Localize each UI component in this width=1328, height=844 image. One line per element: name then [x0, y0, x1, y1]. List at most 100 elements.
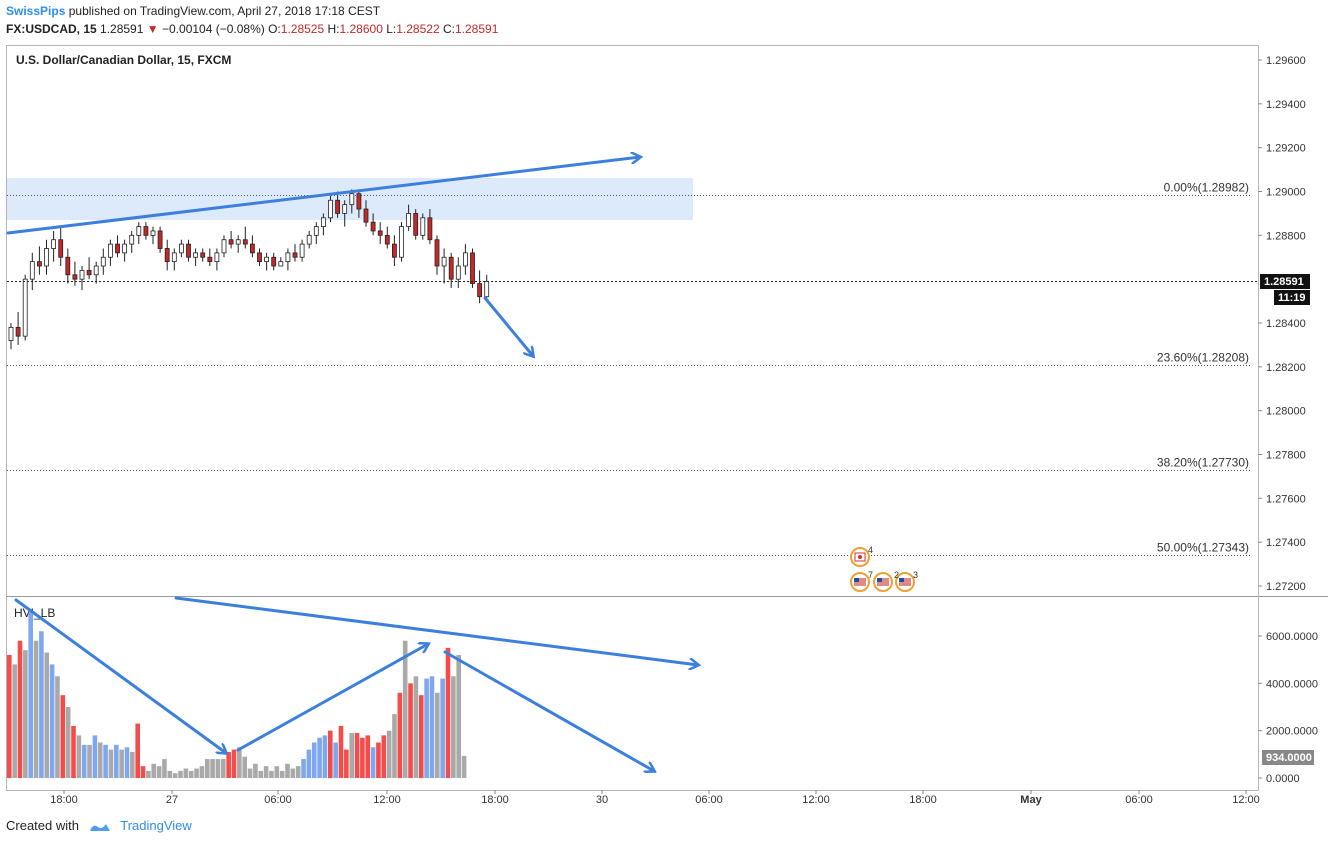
- volume-bar: [49, 664, 55, 778]
- candle: [8, 323, 14, 350]
- trendline-up-arrow[interactable]: [6, 157, 640, 235]
- volume-bar: [151, 763, 157, 778]
- candle: [349, 189, 355, 214]
- time-axis: 18:00 27 06:00 12:00 18:00 30 06:00 12:00 18:00 M…: [50, 790, 1260, 806]
- close-label: C:: [442, 22, 455, 36]
- candle-body: [484, 280, 490, 298]
- candle: [242, 226, 248, 249]
- volume-bar: [440, 678, 445, 778]
- volume-bar: [461, 755, 467, 778]
- volume-bar: [311, 742, 317, 778]
- candle-body: [214, 252, 220, 263]
- candle-body: [363, 208, 369, 223]
- volume-bar: [349, 733, 354, 778]
- candle: [29, 252, 35, 291]
- volume-bar: [429, 676, 435, 778]
- footer: Created with TradingView: [6, 818, 192, 833]
- volume-bar: [135, 723, 140, 778]
- author-link[interactable]: SwissPips: [6, 4, 66, 18]
- volume-bar: [247, 768, 253, 778]
- candle-body: [306, 234, 312, 245]
- candle-body: [207, 256, 213, 263]
- candle-body: [178, 243, 184, 254]
- time-tick-label: 12:00: [373, 794, 401, 806]
- volume-bar: [114, 744, 119, 778]
- candle: [150, 226, 156, 245]
- fib-level-label: 50.00%(1.27343): [1157, 541, 1249, 555]
- volume-drop-arrow[interactable]: [14, 598, 226, 753]
- candle: [441, 248, 447, 284]
- volume-bar: [333, 742, 338, 778]
- candle-body: [335, 199, 341, 214]
- volume-bar: [92, 735, 98, 778]
- candle: [86, 257, 92, 280]
- low-value: 1.28522: [396, 22, 440, 36]
- candle: [136, 222, 142, 245]
- candle-body: [22, 278, 28, 337]
- candle-body: [8, 326, 14, 341]
- volume-bar: [210, 759, 215, 778]
- candle-body: [129, 234, 135, 245]
- candle: [406, 204, 412, 231]
- candle-body: [221, 239, 227, 254]
- candle: [342, 200, 348, 227]
- volume-bar: [194, 768, 199, 778]
- candle-body: [420, 217, 426, 236]
- candle-body: [164, 248, 170, 263]
- economic-events[interactable]: 4 7 2 3: [850, 545, 918, 592]
- volume-bar: [435, 692, 440, 778]
- candle: [356, 191, 362, 218]
- candle-body: [462, 252, 468, 267]
- volume-bar: [188, 770, 194, 778]
- price-down-arrow[interactable]: [483, 296, 533, 356]
- time-tick-label: 27: [166, 794, 178, 806]
- volume-bar: [124, 747, 130, 778]
- candle-body: [157, 230, 163, 249]
- candle-body: [328, 199, 333, 219]
- volume-rise-arrow[interactable]: [236, 644, 428, 752]
- time-tick-label: 18:00: [481, 794, 509, 806]
- candle-body: [285, 252, 291, 263]
- time-tick-label: 30: [596, 794, 608, 806]
- volume-bar: [344, 749, 349, 778]
- candle-body: [72, 274, 78, 280]
- price-change: −0.00104 (−0.08%): [162, 22, 265, 36]
- volume-bar: [199, 766, 205, 778]
- volume-tick-label: 6000.0000: [1266, 631, 1318, 643]
- volume-bar: [360, 737, 365, 778]
- volume-bar: [301, 759, 306, 778]
- volume-bar: [167, 770, 173, 778]
- price-tick-label: 1.28400: [1266, 318, 1306, 330]
- volume-bar: [76, 735, 82, 778]
- symbol-name[interactable]: FX:USDCAD, 15: [6, 22, 97, 36]
- candle-body: [79, 269, 85, 280]
- candle: [249, 235, 255, 258]
- candle: [93, 261, 99, 284]
- volume-bar: [279, 770, 285, 778]
- candle-body: [313, 226, 319, 236]
- volume-fall-arrow[interactable]: [443, 650, 654, 771]
- volume-bar: [71, 725, 76, 778]
- volume-bar: [162, 759, 167, 778]
- annotation-arrows[interactable]: [6, 157, 698, 771]
- volume-bar: [172, 773, 178, 778]
- open-label: O:: [268, 22, 281, 36]
- time-tick-label: May: [1020, 794, 1042, 806]
- volume-decline-arrow[interactable]: [174, 596, 698, 665]
- candle-body: [257, 252, 262, 263]
- time-tick-label: 18:00: [50, 794, 78, 806]
- candle: [193, 248, 199, 267]
- event-count: 7: [868, 570, 873, 580]
- volume-bar: [156, 766, 162, 778]
- last-volume-tag: [1262, 750, 1314, 765]
- candle-body: [413, 213, 419, 236]
- tradingview-link[interactable]: TradingView: [120, 818, 192, 833]
- candle: [271, 252, 277, 271]
- candle-body: [470, 252, 475, 284]
- candle: [257, 248, 262, 267]
- volume-bar: [81, 744, 87, 778]
- us-flag-canton: [854, 578, 859, 582]
- candle-body: [299, 243, 305, 258]
- time-tick-label: 06:00: [264, 794, 292, 806]
